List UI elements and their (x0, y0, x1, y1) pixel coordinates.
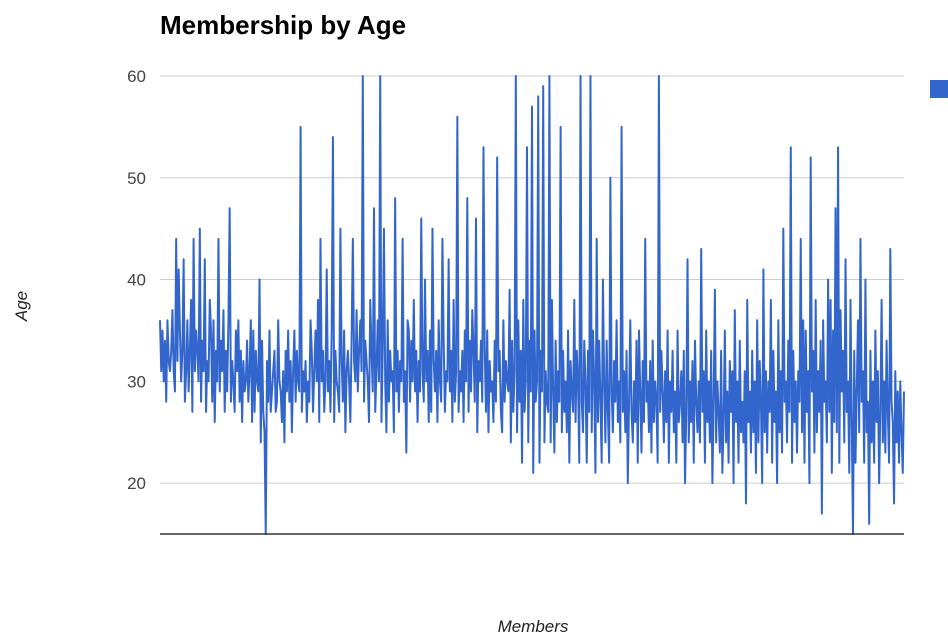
x-axis-title: Members (498, 617, 569, 636)
y-tick-label: 60 (127, 67, 146, 86)
y-tick-label: 20 (127, 474, 146, 493)
y-tick-label: 30 (127, 372, 146, 391)
series-line (159, 75, 905, 535)
y-axis-title: Age (12, 291, 31, 322)
y-tick-label: 40 (127, 271, 146, 290)
chart-title: Membership by Age (160, 10, 406, 40)
y-tick-label: 50 (127, 169, 146, 188)
legend-swatch (930, 80, 948, 98)
